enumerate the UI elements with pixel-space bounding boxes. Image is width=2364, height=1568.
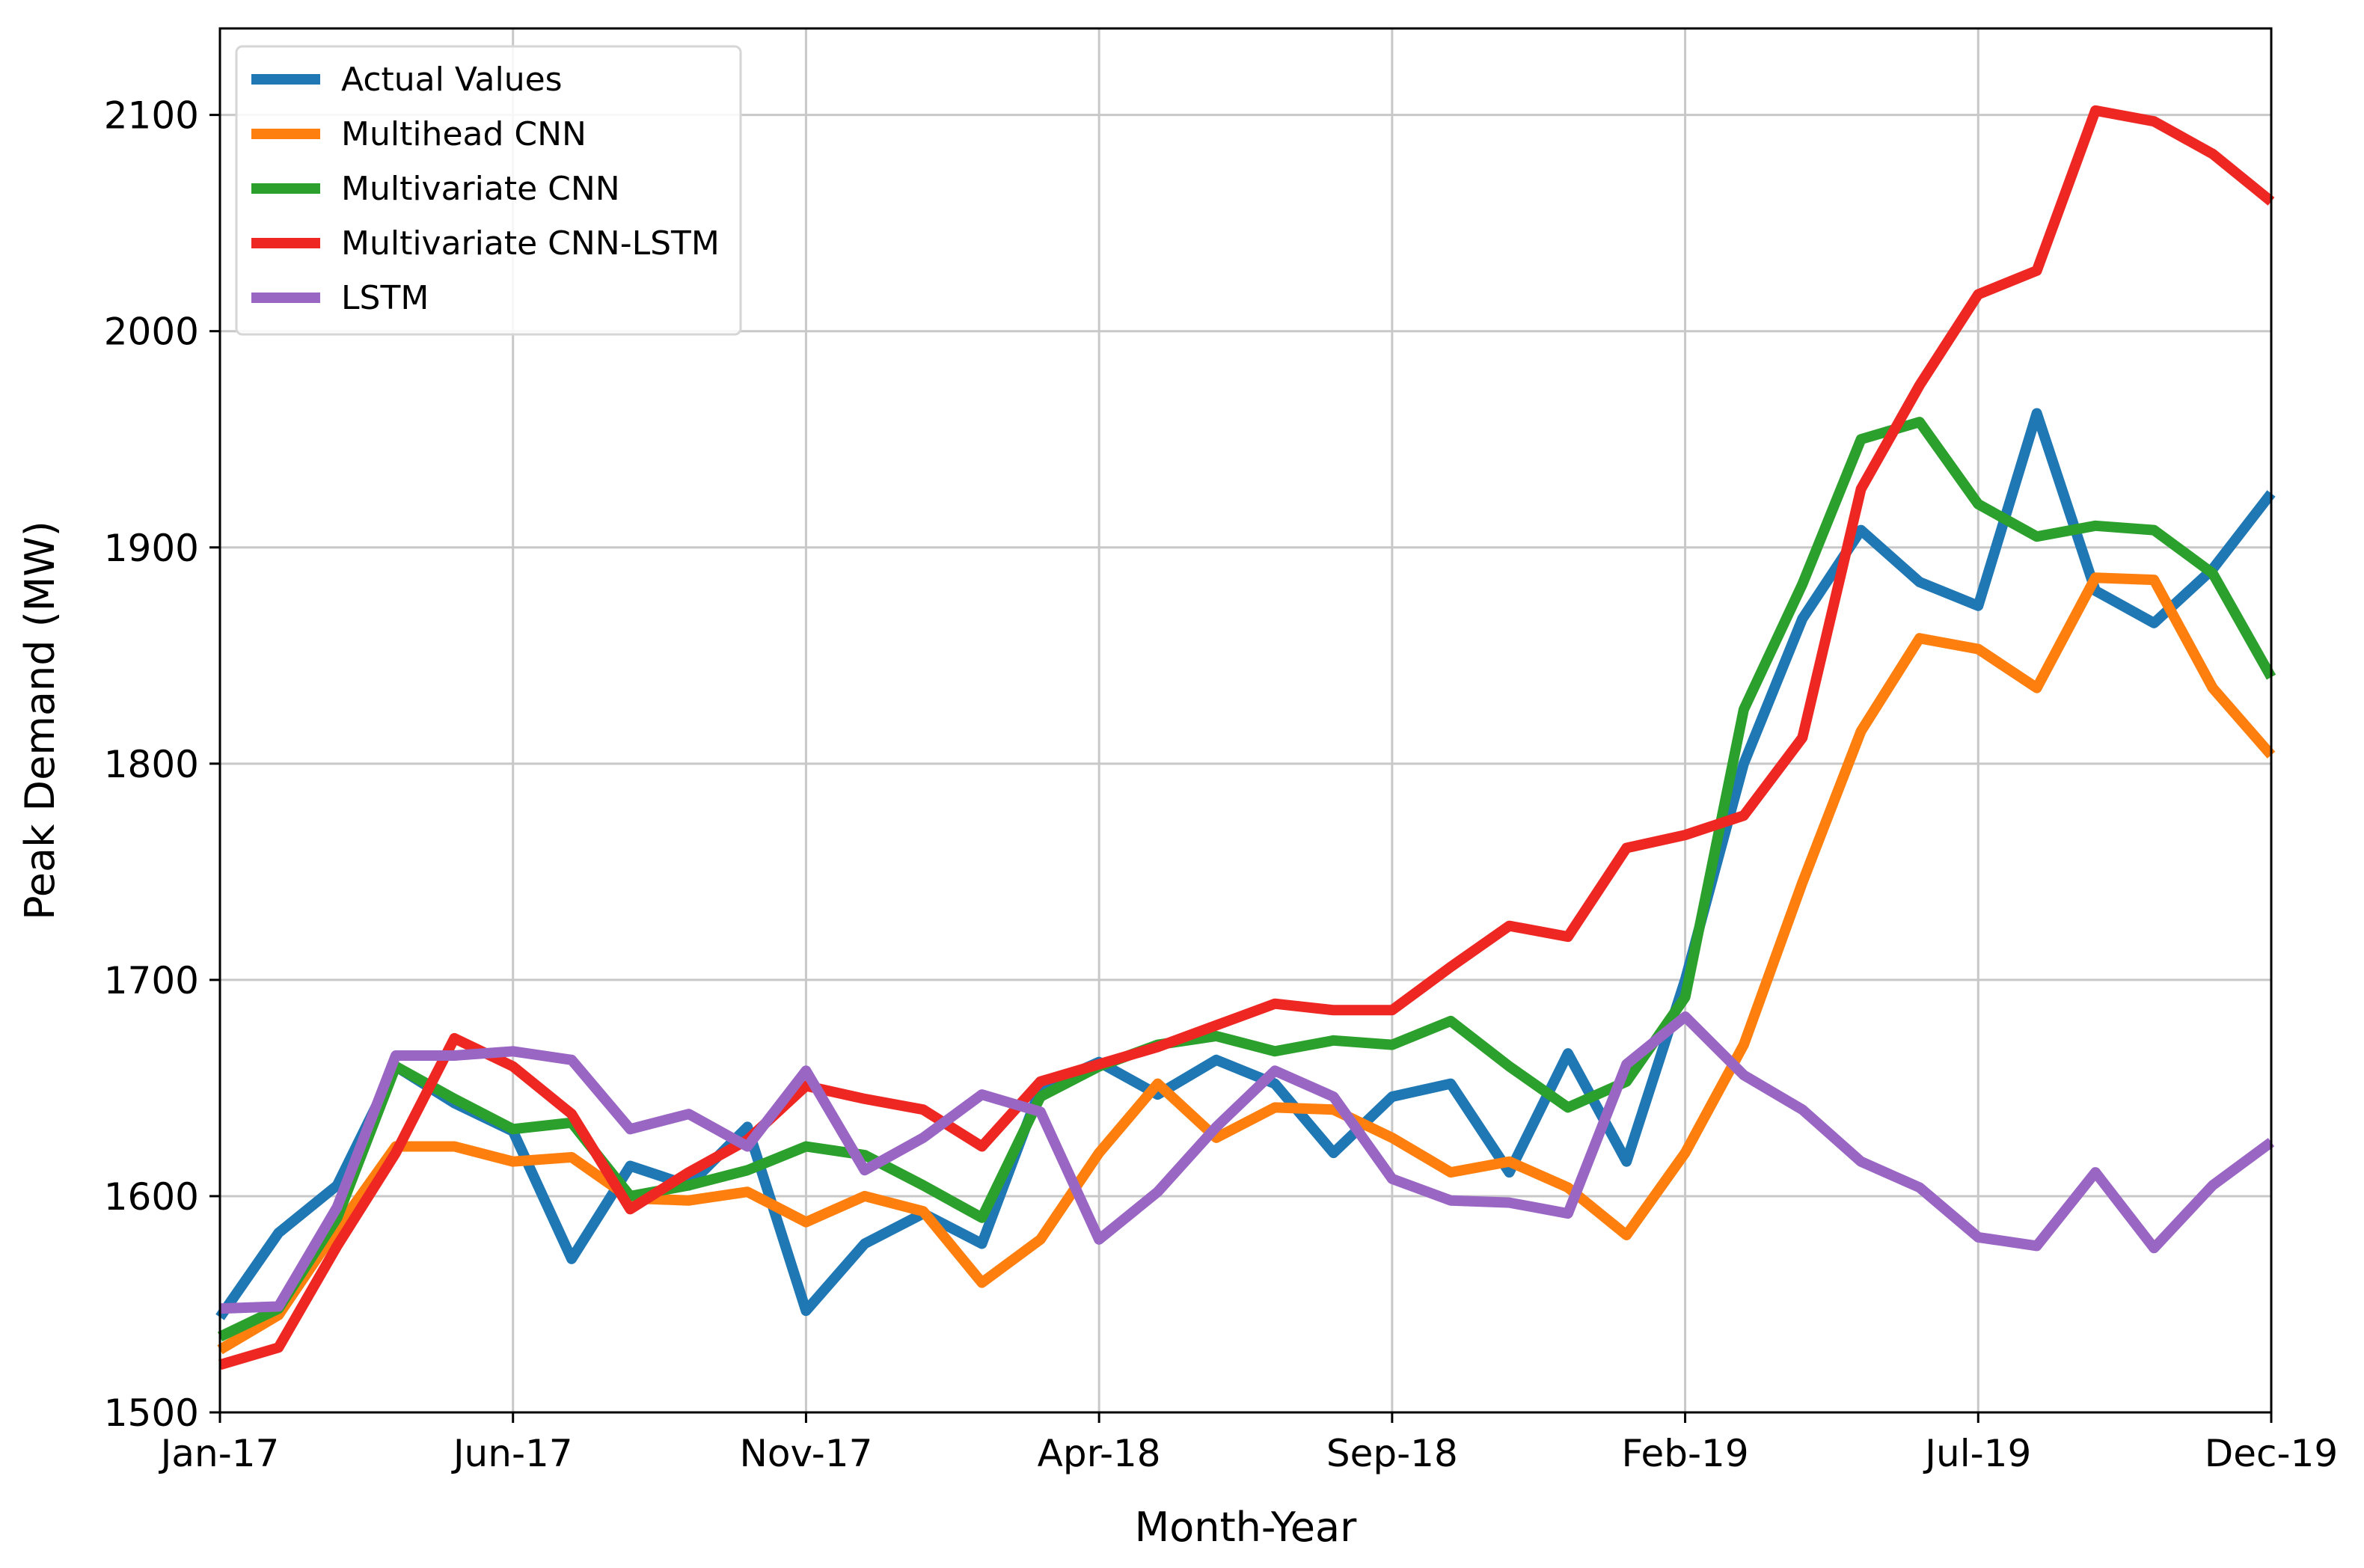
x-tick-label: Apr-18 xyxy=(1038,1432,1161,1475)
plot-frame xyxy=(218,27,2273,1414)
y-tick-label: 1500 xyxy=(104,1391,199,1435)
x-tick-label: Jul-19 xyxy=(1923,1432,2031,1475)
series-line-lstm xyxy=(219,1011,2275,1314)
series-layer xyxy=(215,105,2276,1371)
series-line-actual-values xyxy=(215,408,2276,1320)
legend-box xyxy=(235,45,742,336)
legend-label: Multivariate CNN-LSTM xyxy=(341,224,720,263)
legend: Actual Values Multihead CNN Multivariate C… xyxy=(235,45,742,336)
legend-label: Multihead CNN xyxy=(341,115,587,153)
legend-label: Multivariate CNN xyxy=(341,170,620,208)
legend-label: LSTM xyxy=(341,279,429,317)
y-tick-label: 1800 xyxy=(104,743,199,786)
series-line-multivariate-cnn xyxy=(217,417,2276,1342)
legend-label: Actual Values xyxy=(341,61,563,99)
x-tick-label: Sep-18 xyxy=(1326,1432,1458,1475)
x-tick-label: Dec-19 xyxy=(2205,1432,2338,1475)
x-tick-label: Jun-17 xyxy=(451,1432,573,1475)
y-tick-label: 1600 xyxy=(104,1175,199,1219)
x-tick-label: Jan-17 xyxy=(159,1432,280,1475)
series-line-multivariate-cnn-lstm xyxy=(218,105,2275,1371)
x-tick-label: Feb-19 xyxy=(1621,1432,1748,1475)
axis-ticks: 1500 1600 1700 1800 1900 2000 2100 Jan-17 Jun-17… xyxy=(104,94,2338,1475)
series-line-multihead-cnn xyxy=(217,572,2276,1355)
x-tick-label: Nov-17 xyxy=(739,1432,872,1475)
y-tick-label: 1900 xyxy=(104,527,199,570)
y-tick-label: 2000 xyxy=(104,310,199,354)
y-tick-label: 2100 xyxy=(104,94,199,138)
y-tick-label: 1700 xyxy=(104,959,199,1002)
x-axis-label: Month-Year xyxy=(1135,1504,1357,1551)
y-axis-label: Peak Demand (MW) xyxy=(16,521,64,920)
